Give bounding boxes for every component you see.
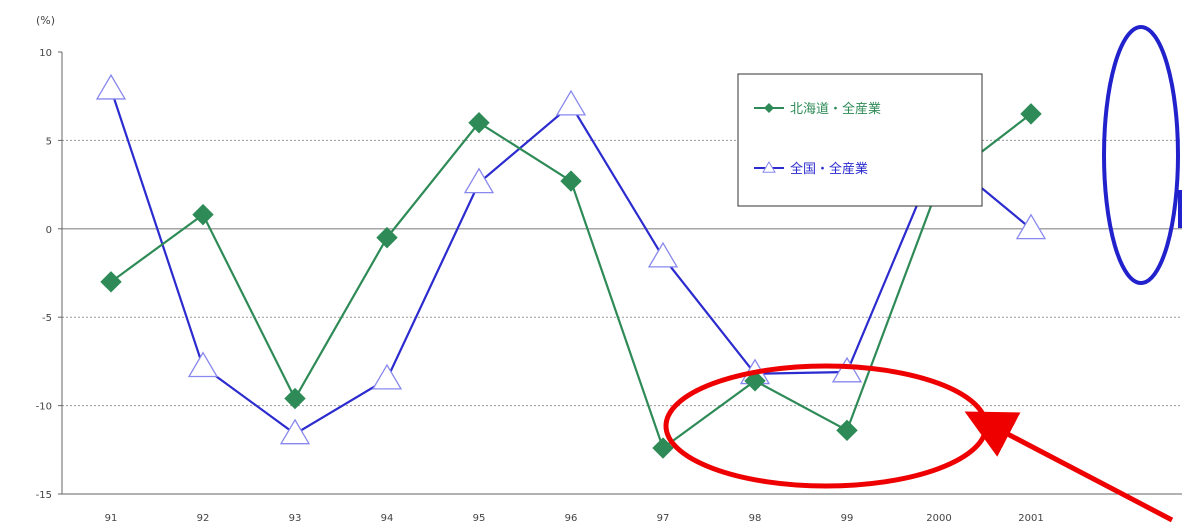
data-point	[95, 73, 127, 100]
annotations	[663, 25, 1182, 523]
x-tick-label: 2000	[926, 513, 951, 523]
highlight-ellipse-blue	[1102, 25, 1180, 285]
legend-box	[737, 73, 983, 207]
grid-lines	[62, 139, 1182, 407]
data-point	[744, 370, 766, 392]
x-tick-label: 96	[565, 513, 578, 523]
y-tick-label: -15	[36, 490, 52, 501]
axes: 10 5 0 -5 -10 -15 91 92 93 94 95 96 97 98 99 2000 2001	[36, 48, 1182, 523]
legend-label: 全国・全産業	[790, 161, 868, 177]
data-point	[100, 271, 122, 293]
y-tick-label: -10	[36, 402, 52, 413]
x-tick-label: 91	[105, 513, 118, 523]
x-tick-label: 92	[197, 513, 210, 523]
legend-marker	[764, 103, 774, 113]
data-point	[468, 112, 490, 134]
data-point	[555, 89, 587, 116]
unit-label: (%)	[36, 14, 55, 27]
x-tick-label: 97	[657, 513, 670, 523]
red-arrow	[964, 411, 1174, 523]
data-point	[371, 363, 403, 390]
y-tick-label: 0	[46, 225, 52, 236]
data-point	[652, 437, 674, 459]
x-tick-label: 95	[473, 513, 486, 523]
x-tick-label: 2001	[1018, 513, 1043, 523]
y-tick-label: -5	[42, 313, 52, 324]
data-point	[1020, 103, 1042, 125]
x-tick-label: 98	[749, 513, 762, 523]
data-point	[836, 419, 858, 442]
x-tick-label: 94	[381, 513, 394, 523]
data-point	[560, 170, 582, 192]
data-point	[647, 241, 679, 268]
data-point	[279, 418, 311, 445]
x-tick-label: 93	[289, 513, 302, 523]
x-tick-label: 99	[841, 513, 854, 523]
data-point	[192, 203, 214, 226]
data-point	[284, 387, 306, 410]
data-point	[376, 226, 398, 249]
y-tick-label: 10	[39, 48, 52, 59]
data-point	[463, 167, 495, 194]
highlight-ellipse-red	[663, 363, 989, 489]
data-point	[1015, 213, 1047, 240]
data-point	[831, 356, 863, 383]
y-tick-label: 5	[46, 136, 52, 147]
legend-marker	[762, 161, 776, 173]
legend-label: 北海道・全産業	[790, 101, 881, 117]
data-point	[187, 351, 219, 378]
